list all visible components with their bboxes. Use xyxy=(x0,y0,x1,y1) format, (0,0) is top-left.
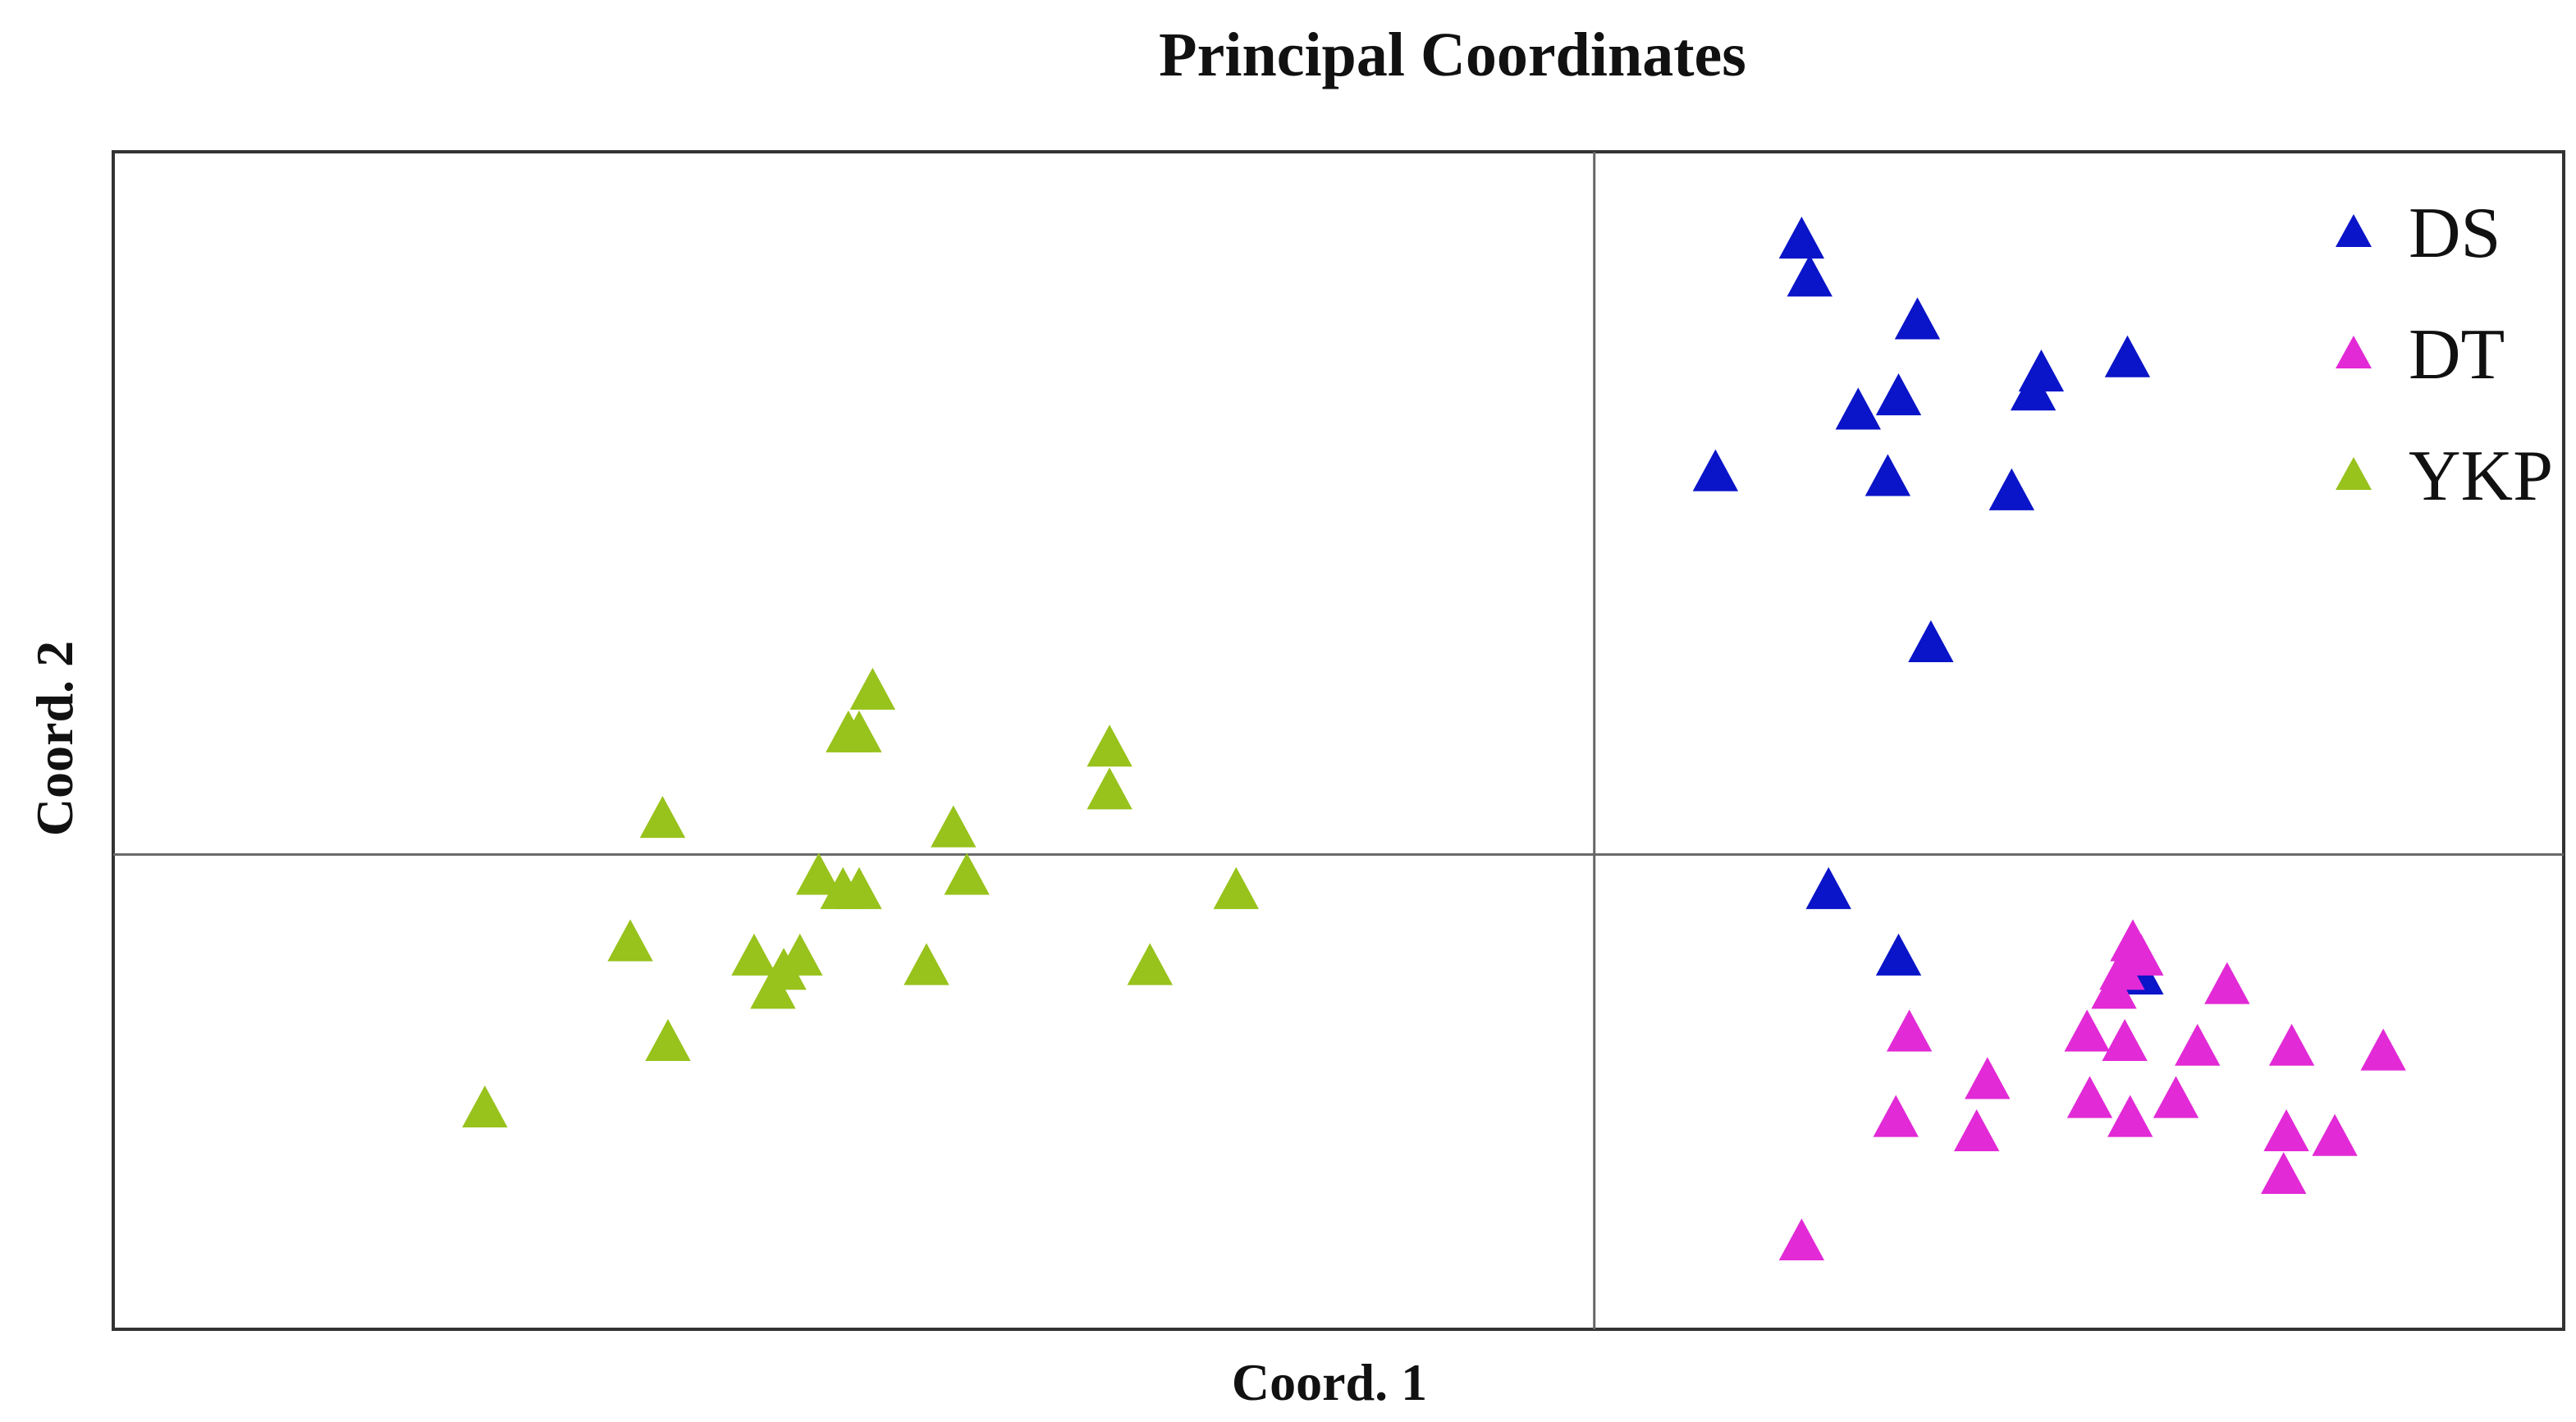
point-dt xyxy=(2263,1109,2309,1151)
point-dt xyxy=(1778,1218,1825,1261)
point-ds xyxy=(1875,373,1922,416)
point-ds xyxy=(2104,335,2151,377)
legend: DS DT YKP xyxy=(2336,194,2553,516)
point-dt xyxy=(2091,967,2137,1009)
chart-title: Principal Coordinates xyxy=(1159,21,1746,89)
point-ykp xyxy=(931,805,977,848)
legend-label-dt: DT xyxy=(2409,315,2505,395)
point-ds xyxy=(1908,620,1954,662)
point-dt xyxy=(2175,1023,2221,1066)
point-ds xyxy=(1865,454,1911,496)
point-dt xyxy=(2268,1023,2315,1066)
point-dt xyxy=(2107,1095,2153,1137)
point-dt xyxy=(2261,1151,2307,1195)
legend-label-ds: DS xyxy=(2409,194,2501,273)
point-ds xyxy=(1835,387,1881,430)
point-ykp xyxy=(1213,866,1259,909)
point-ds xyxy=(1692,449,1739,492)
point-ykp xyxy=(645,1018,691,1062)
scatter-points xyxy=(462,217,2406,1261)
point-dt xyxy=(1886,1009,1933,1052)
plot-frame xyxy=(112,150,2565,1331)
point-dt xyxy=(2153,1076,2199,1118)
point-ykp xyxy=(639,795,686,839)
point-ykp xyxy=(1127,943,1173,985)
point-ds xyxy=(2010,368,2057,411)
x-axis-label: Coord. 1 xyxy=(1232,1353,1427,1411)
point-ykp xyxy=(836,710,882,752)
point-dt xyxy=(2360,1028,2406,1071)
point-dt xyxy=(2312,1113,2358,1156)
point-ykp xyxy=(731,933,777,976)
point-ykp xyxy=(1087,767,1132,810)
legend-marker-ykp xyxy=(2336,457,2372,490)
point-ds xyxy=(1805,866,1851,909)
point-ykp xyxy=(462,1085,508,1128)
point-dt xyxy=(2064,1009,2110,1052)
point-ds xyxy=(1988,468,2035,510)
point-dt xyxy=(1953,1109,2000,1151)
legend-label-ykp: YKP xyxy=(2409,437,2553,516)
y-axis-label: Coord. 2 xyxy=(25,641,84,836)
point-ds xyxy=(1894,297,1941,340)
point-ykp xyxy=(607,919,653,962)
point-ds xyxy=(1778,217,1825,259)
point-ykp xyxy=(1087,725,1132,767)
legend-marker-ds xyxy=(2336,214,2372,247)
point-dt xyxy=(1965,1057,2011,1100)
point-ykp xyxy=(836,866,882,909)
point-ds xyxy=(1875,933,1922,976)
point-dt xyxy=(2066,1076,2113,1118)
legend-marker-dt xyxy=(2336,336,2372,368)
point-ykp xyxy=(796,853,842,895)
point-ykp xyxy=(944,853,990,895)
point-ykp xyxy=(849,667,896,710)
point-dt xyxy=(1873,1095,1919,1137)
point-dt xyxy=(2102,1018,2148,1062)
point-ykp xyxy=(904,943,949,985)
point-dt xyxy=(2204,962,2250,1004)
point-ykp xyxy=(750,967,796,1009)
point-ds xyxy=(1787,254,1832,297)
